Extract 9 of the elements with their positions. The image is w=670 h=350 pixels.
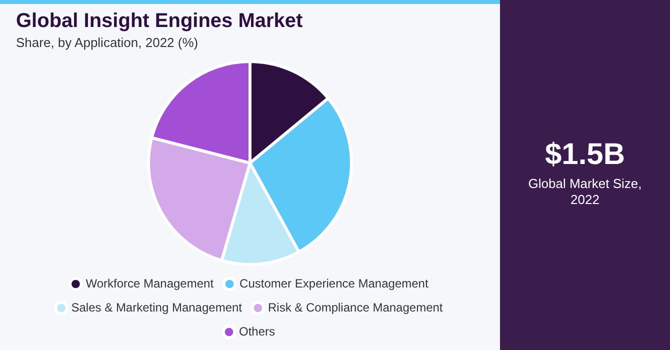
legend-label: Customer Experience Management (240, 276, 429, 290)
legend-label: Workforce Management (86, 276, 214, 290)
chart-title: Global Insight Engines Market (16, 10, 304, 33)
chart-subtitle: Share, by Application, 2022 (%) (16, 35, 200, 50)
legend-label: Others (238, 324, 276, 338)
legend-label: Risk & Compliance Management (268, 300, 444, 314)
legend-label: Sales & Marketing Management (71, 300, 243, 314)
text: $1.5B (544, 138, 626, 172)
text: Global Market Size, 2022 (527, 176, 643, 208)
